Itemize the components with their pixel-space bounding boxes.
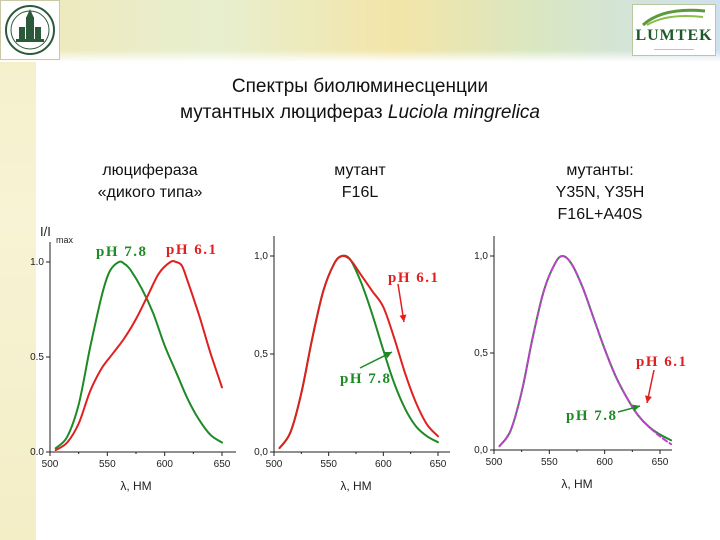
caption-f16l-line1: мутант	[334, 162, 386, 179]
chart3-annotation-red: pH 6.1	[636, 354, 688, 370]
chart1-x-axis-label: λ, HM	[120, 479, 151, 493]
chart2-annotation-green: pH 7.8	[340, 371, 392, 387]
chart3-x-tick-label: 600	[596, 457, 613, 468]
caption-multi-mutants: мутанты: Y35N, Y35H F16L+A40S	[510, 160, 690, 226]
chart3-annotation-green: pH 7.8	[566, 408, 618, 424]
chart1-x-tick-label: 600	[156, 459, 173, 470]
chart1-annotation-red: pH 6.1	[166, 242, 218, 258]
chart1-x-tick-label: 650	[214, 459, 231, 470]
chart3-arrowhead-green	[632, 404, 640, 412]
chart3-y-tick-label: 0,0	[474, 445, 488, 456]
chart2-x-axis-label: λ, HM	[340, 479, 371, 493]
chart2-x-tick-label: 600	[375, 459, 392, 470]
caption-wild-line2: «дикого типа»	[97, 184, 203, 201]
chart1-y-axis-label-sub: max	[56, 235, 74, 245]
chart2-arrowhead-green	[384, 352, 392, 359]
chart1-y-tick-label: 1.0	[30, 257, 44, 268]
chart2-series-red-line	[278, 254, 439, 450]
page-title-line1: Спектры биолюминесценции	[231, 76, 489, 97]
chart2-arrowhead-red	[399, 314, 407, 322]
chart1-y-tick-label: 0.5	[30, 352, 44, 363]
chart1-y-axis-label: I/I	[40, 224, 51, 239]
title-prefix: мутантных люцифераз	[180, 102, 388, 123]
caption-wild-type: люцифераза «дикого типа»	[60, 160, 240, 204]
chart1-x-tick-label: 550	[99, 459, 116, 470]
chart1-series-green-line	[54, 260, 223, 450]
chart3-x-tick-label: 650	[652, 457, 669, 468]
left-decor-strip	[0, 0, 36, 540]
chart3-y-tick-label: 0,5	[474, 348, 488, 359]
caption-f16l: мутант F16L	[290, 160, 430, 204]
title-species: Luciola mingrelica	[387, 102, 540, 123]
chart2-annotation-red: pH 6.1	[388, 270, 440, 286]
chart2-x-tick-label: 650	[430, 459, 447, 470]
logo-underline: ————————	[654, 47, 694, 53]
chart3-x-axis-label: λ, HM	[561, 477, 592, 491]
chart2-y-tick-label: 0,0	[254, 447, 268, 458]
caption-wild-line1: люцифераза	[102, 162, 198, 179]
chart3-x-tick-label: 550	[541, 457, 558, 468]
caption-f16l-line2: F16L	[341, 184, 379, 201]
chart2-y-tick-label: 0,5	[254, 349, 268, 360]
caption-multi-line2: Y35N, Y35H	[555, 184, 645, 201]
university-emblem	[0, 0, 60, 60]
chart3-x-tick-label: 500	[486, 457, 503, 468]
page-title-line2: мутантных люцифераз Luciola mingrelica	[60, 100, 660, 126]
header-banner	[0, 0, 720, 62]
chart1-x-tick-label: 500	[42, 459, 59, 470]
chart3-arrowhead-red	[645, 395, 652, 403]
chart2-y-tick-label: 1,0	[254, 251, 268, 262]
chart3-y-tick-label: 1,0	[474, 251, 488, 262]
caption-multi-line3: F16L+A40S	[557, 206, 643, 223]
logo-text: LUMTEK	[635, 27, 713, 44]
chart3-series-purple-line	[498, 255, 673, 448]
chart1-annotation-green: pH 7.8	[96, 244, 148, 260]
chart2-x-tick-label: 550	[320, 459, 337, 470]
caption-multi-line1: мутанты:	[566, 162, 634, 179]
chart1-y-tick-label: 0.0	[30, 447, 44, 458]
chart1-series-red-line	[54, 260, 223, 452]
chart2-x-tick-label: 500	[266, 459, 283, 470]
lumtek-logo: LUMTEK ————————	[632, 4, 716, 56]
